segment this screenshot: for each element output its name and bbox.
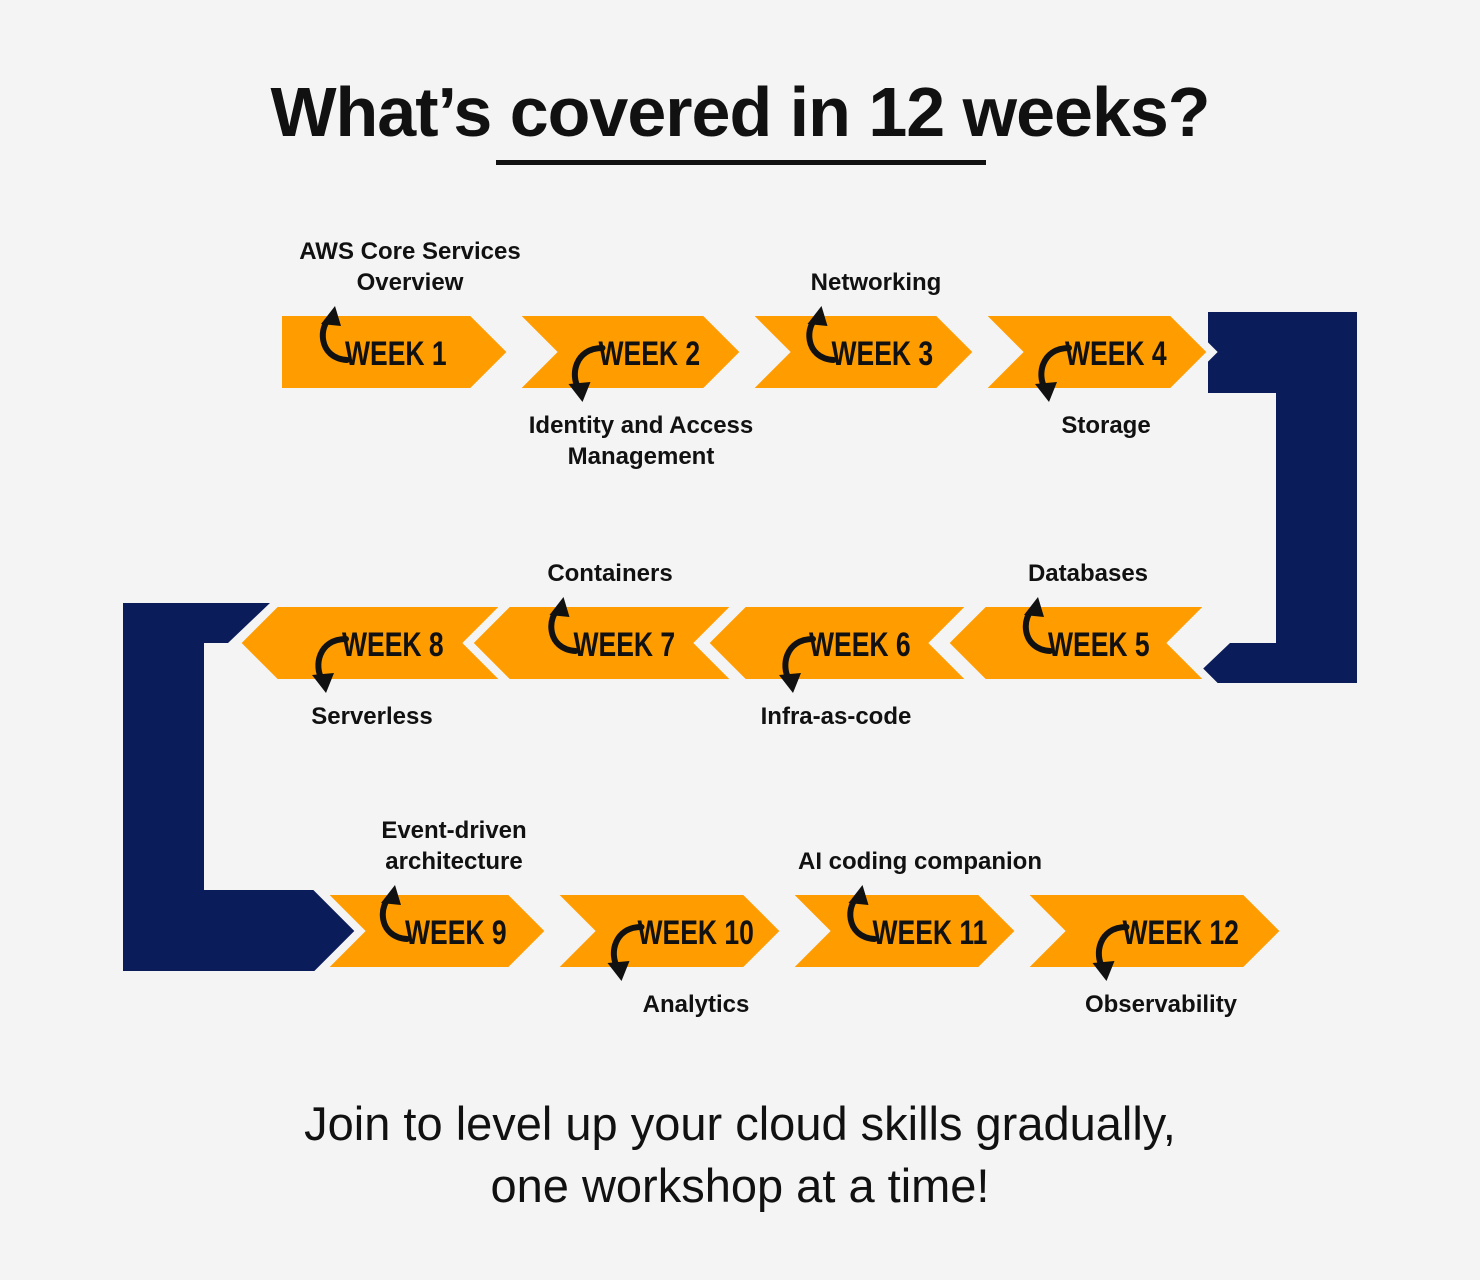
week-10-topic: Analytics — [546, 989, 846, 1020]
week-6-label: WEEK 6 — [809, 626, 911, 664]
week-9-topic: Event-driven architecture — [324, 815, 584, 877]
week-3-label: WEEK 3 — [831, 335, 933, 373]
week-9-label: WEEK 9 — [405, 914, 507, 952]
week-11-topic: AI coding companion — [770, 846, 1070, 877]
week-1-label: WEEK 1 — [345, 335, 447, 373]
week-11-label: WEEK 11 — [872, 914, 987, 952]
week-5-label: WEEK 5 — [1048, 626, 1150, 664]
footer-line-2: one workshop at a time! — [0, 1158, 1480, 1213]
week-2-label: WEEK 2 — [599, 335, 701, 373]
week-5-topic: Databases — [938, 558, 1238, 589]
week-7-topic: Containers — [460, 558, 760, 589]
week-4-topic: Storage — [956, 410, 1256, 441]
connector-right — [1188, 312, 1357, 683]
week-12-topic: Observability — [1011, 989, 1311, 1020]
footer-line-1: Join to level up your cloud skills gradu… — [0, 1096, 1480, 1151]
week-12-label: WEEK 12 — [1123, 914, 1239, 952]
week-10-label: WEEK 10 — [638, 914, 754, 952]
week-6-topic: Infra-as-code — [686, 701, 986, 732]
week-1-topic: AWS Core Services Overview — [280, 236, 540, 298]
week-2-topic: Identity and Access Management — [511, 410, 771, 472]
week-8-topic: Serverless — [222, 701, 522, 732]
week-3-topic: Networking — [726, 267, 1026, 298]
week-4-label: WEEK 4 — [1065, 335, 1167, 373]
week-7-label: WEEK 7 — [573, 626, 675, 664]
week-8-label: WEEK 8 — [342, 626, 444, 664]
